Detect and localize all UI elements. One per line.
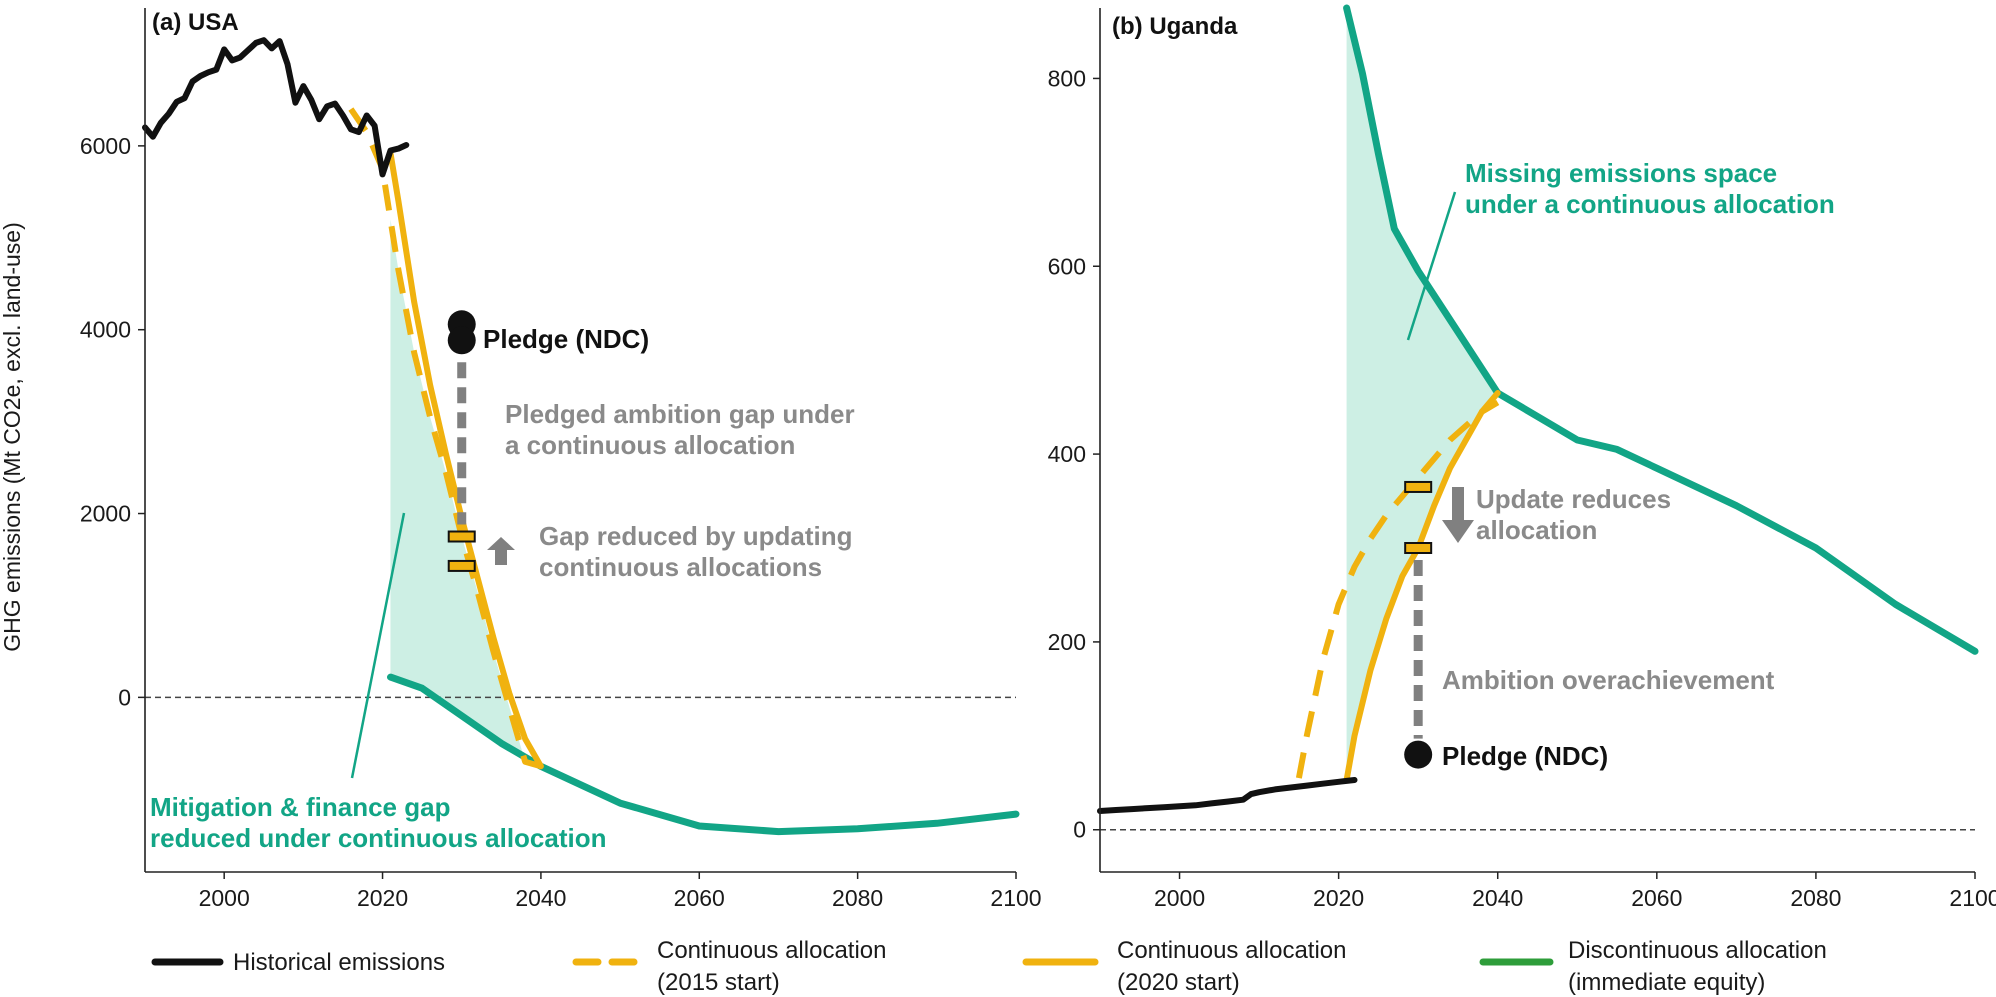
uganda-y-tick-label: 800 <box>1048 65 1086 91</box>
usa-update-annotation-line1: Gap reduced by updating <box>539 521 852 551</box>
legend-label-continuous-2020-line2: (2020 start) <box>1117 969 1240 996</box>
uganda-y-tick-label: 600 <box>1048 253 1086 279</box>
uganda-x-tick-label: 2040 <box>1472 885 1523 911</box>
uganda-series-historical <box>1097 777 1358 814</box>
usa-x-tick-label: 2000 <box>199 885 250 911</box>
uganda-x-tick-label: 2020 <box>1313 885 1364 911</box>
usa-y-tick-label: 6000 <box>80 133 131 159</box>
usa-allocation-marker-2 <box>447 559 476 572</box>
uganda-overachieve-annotation: Ambition overachievement <box>1442 665 1775 695</box>
panel-uganda: 2000 2020 2040 2060 2080 2100 0 200 400 600 800 (b… <box>1048 4 1996 911</box>
usa-teal-annotation-line1: Mitigation & finance gap <box>150 792 450 822</box>
y-axis-label: GHG emissions (Mt CO2e, excl. land-use) <box>0 222 25 651</box>
uganda-x-tick-label: 2060 <box>1631 885 1682 911</box>
uganda-teal-annotation-line1: Missing emissions space <box>1465 158 1777 188</box>
legend-label-discontinuous-line2: (immediate equity) <box>1568 969 1765 996</box>
uganda-x-tick-label: 2100 <box>1949 885 1996 911</box>
usa-series-historical <box>142 37 410 178</box>
usa-x-tick-label: 2040 <box>515 885 566 911</box>
usa-gap-annotation-line1: Pledged ambition gap under <box>505 399 855 429</box>
usa-update-arrow <box>487 537 515 565</box>
legend-label-continuous-2015-line2: (2015 start) <box>657 969 780 996</box>
uganda-allocation-marker-2 <box>1404 542 1433 554</box>
usa-gap-area <box>390 219 541 767</box>
usa-series-discontinuous <box>387 673 1020 836</box>
usa-teal-annotation-line2: reduced under continuous allocation <box>150 823 607 853</box>
uganda-y-tick-label: 400 <box>1048 441 1086 467</box>
legend: Historical emissions Continuous allocati… <box>151 937 1827 996</box>
usa-y-tick-label: 0 <box>118 684 131 710</box>
uganda-panel-title: (b) Uganda <box>1112 13 1238 40</box>
legend-label-discontinuous-line1: Discontinuous allocation <box>1568 937 1827 964</box>
usa-x-tick-label: 2060 <box>674 885 725 911</box>
usa-y-tick-label: 2000 <box>80 501 131 527</box>
uganda-teal-pointer <box>1406 191 1457 341</box>
uganda-update-annotation-line2: allocation <box>1476 515 1597 545</box>
usa-teal-pointer <box>350 512 406 779</box>
uganda-x-tick-label: 2080 <box>1790 885 1841 911</box>
usa-gap-annotation-line2: a continuous allocation <box>505 430 795 460</box>
uganda-series-dashed <box>1295 399 1500 779</box>
legend-label-continuous-2020-line1: Continuous allocation <box>1117 937 1347 964</box>
usa-panel-title: (a) USA <box>152 9 239 36</box>
usa-update-annotation-line2: continuous allocations <box>539 552 822 582</box>
uganda-gap-area <box>1346 8 1498 780</box>
usa-x-tick-label: 2020 <box>357 885 408 911</box>
uganda-x-tick-label: 2000 <box>1154 885 1205 911</box>
uganda-y-tick-label: 200 <box>1048 629 1086 655</box>
uganda-teal-annotation-line2: under a continuous allocation <box>1465 189 1835 219</box>
panel-usa: 2000 2020 2040 2060 2080 2100 0 2000 4000 6000 (a… <box>0 8 1042 911</box>
uganda-update-arrow <box>1442 487 1474 543</box>
usa-y-tick-label: 4000 <box>80 317 131 343</box>
usa-pledge-marker <box>447 326 476 355</box>
usa-x-tick-label: 2080 <box>832 885 883 911</box>
usa-x-tick-label: 2100 <box>990 885 1041 911</box>
legend-label-historical: Historical emissions <box>233 949 445 976</box>
uganda-pledge-label: Pledge (NDC) <box>1442 741 1608 771</box>
uganda-pledge-marker <box>1404 740 1433 769</box>
uganda-allocation-marker-1 <box>1404 480 1433 493</box>
uganda-series-discontinuous <box>1343 4 1979 655</box>
usa-pledge-label: Pledge (NDC) <box>483 324 649 354</box>
uganda-y-tick-label: 0 <box>1073 817 1086 843</box>
legend-label-continuous-2015-line1: Continuous allocation <box>657 937 887 964</box>
uganda-update-annotation-line1: Update reduces <box>1476 484 1671 514</box>
usa-allocation-marker-1 <box>447 530 476 543</box>
